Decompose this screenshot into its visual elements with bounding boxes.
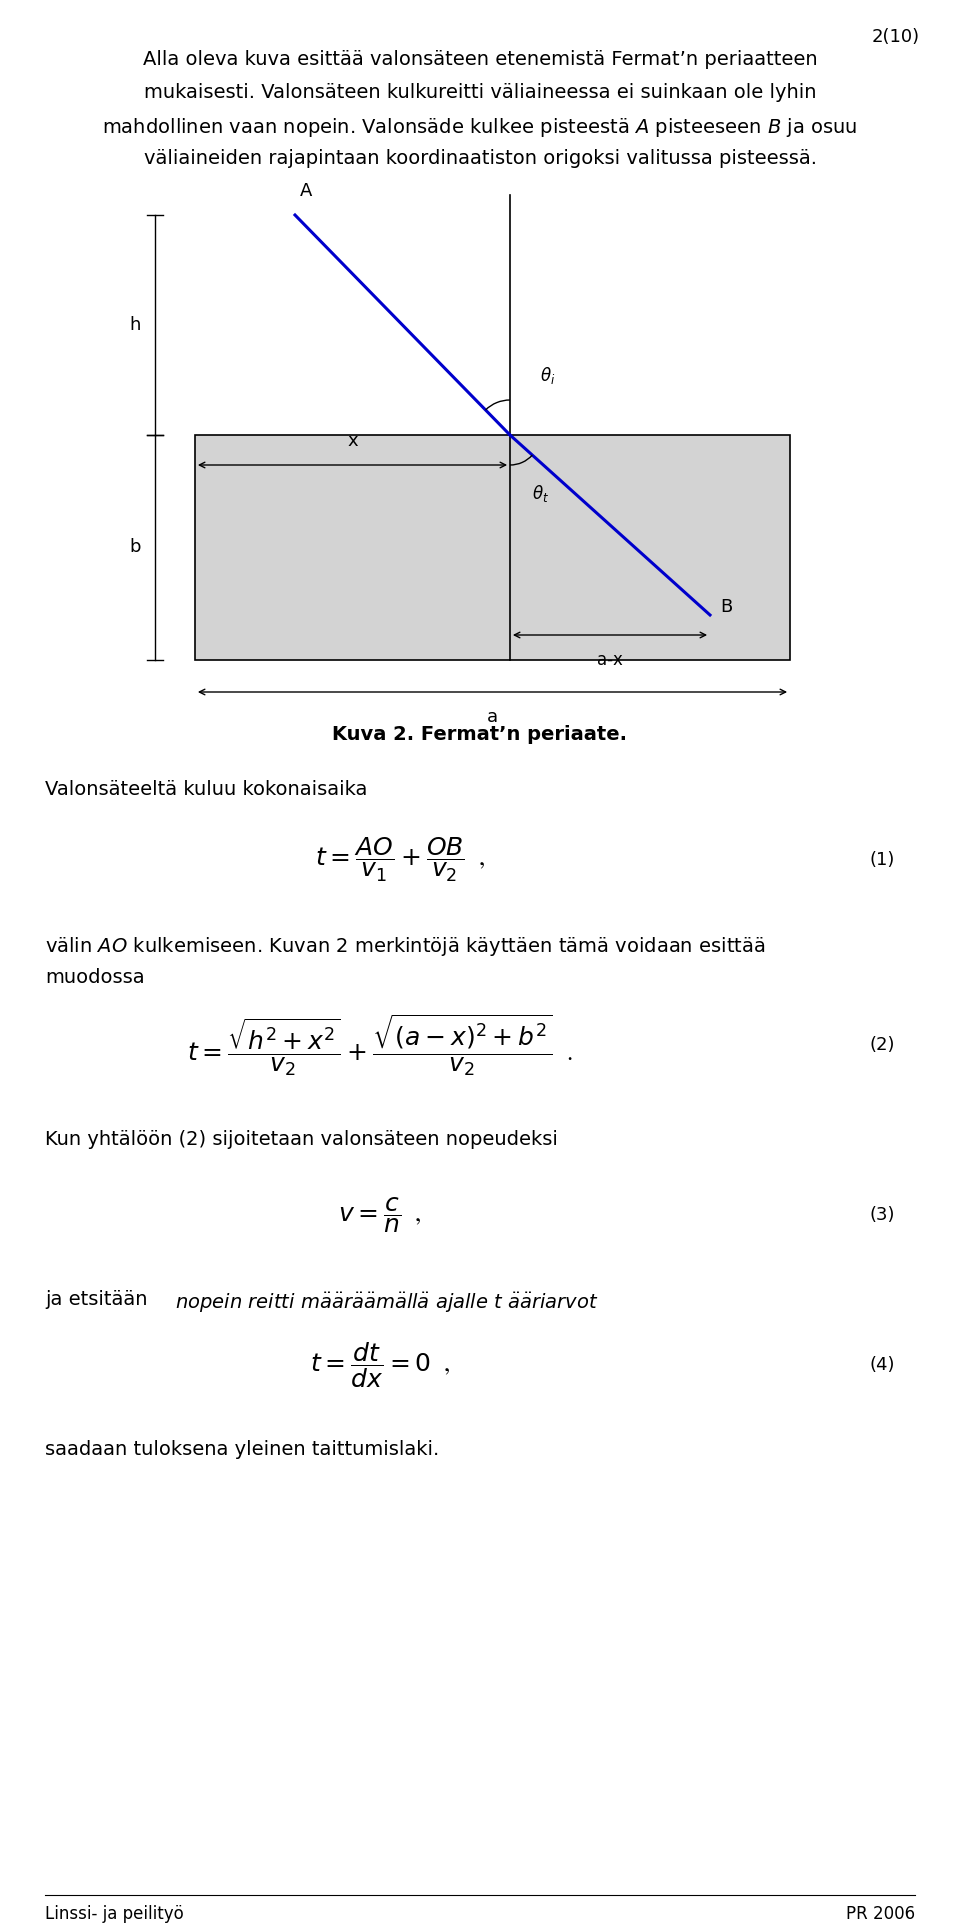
Text: x: x — [348, 431, 358, 450]
Text: (1): (1) — [870, 851, 895, 868]
Text: $\mathit{nopein\ reitti\ m\ddot{a}\ddot{a}r\ddot{a}\ddot{a}m\ddot{a}ll\ddot{a}\ : $\mathit{nopein\ reitti\ m\ddot{a}\ddot{… — [175, 1290, 599, 1315]
Text: välin $AO$ kulkemiseen. Kuvan 2 merkintöjä käyttäen tämä voidaan esittää: välin $AO$ kulkemiseen. Kuvan 2 merkintö… — [45, 936, 765, 959]
Text: Valonsäteeltä kuluu kokonaisaika: Valonsäteeltä kuluu kokonaisaika — [45, 780, 368, 799]
Text: $v = \dfrac{c}{n}$  ,: $v = \dfrac{c}{n}$ , — [338, 1195, 421, 1236]
Text: (2): (2) — [870, 1036, 895, 1055]
Text: muodossa: muodossa — [45, 968, 145, 988]
Text: $\theta_i$: $\theta_i$ — [540, 364, 555, 385]
Text: Kuva 2. Fermat’n periaate.: Kuva 2. Fermat’n periaate. — [332, 726, 628, 743]
Text: A: A — [300, 183, 312, 200]
Text: (4): (4) — [870, 1355, 895, 1374]
Text: PR 2006: PR 2006 — [846, 1906, 915, 1923]
Text: $t = \dfrac{dt}{dx} = 0$  ,: $t = \dfrac{dt}{dx} = 0$ , — [310, 1340, 450, 1390]
Text: väliaineiden rajapintaan koordinaatiston origoksi valitussa pisteessä.: väliaineiden rajapintaan koordinaatiston… — [143, 148, 817, 167]
Text: Alla oleva kuva esittää valonsäteen etenemistä Fermat’n periaatteen: Alla oleva kuva esittää valonsäteen eten… — [143, 50, 817, 69]
Text: b: b — [130, 539, 141, 556]
Text: ja etsitään: ja etsitään — [45, 1290, 154, 1309]
Bar — [195, 435, 790, 660]
Text: a-x: a-x — [597, 651, 623, 670]
Text: mahdollinen vaan nopein. Valonsäde kulkee pisteestä $A$ pisteeseen $B$ ja osuu: mahdollinen vaan nopein. Valonsäde kulke… — [103, 116, 857, 139]
Text: (3): (3) — [870, 1205, 895, 1224]
Text: mukaisesti. Valonsäteen kulkureitti väliaineessa ei suinkaan ole lyhin: mukaisesti. Valonsäteen kulkureitti väli… — [144, 83, 816, 102]
Text: Kun yhtälöön (2) sijoitetaan valonsäteen nopeudeksi: Kun yhtälöön (2) sijoitetaan valonsäteen… — [45, 1130, 558, 1149]
Text: $t = \dfrac{AO}{v_1} + \dfrac{OB}{v_2}$  ,: $t = \dfrac{AO}{v_1} + \dfrac{OB}{v_2}$ … — [315, 835, 485, 884]
Text: $t = \dfrac{\sqrt{h^2 + x^2}}{v_2} + \dfrac{\sqrt{(a-x)^2 + b^2}}{v_2}$  .: $t = \dfrac{\sqrt{h^2 + x^2}}{v_2} + \df… — [187, 1013, 573, 1078]
Text: saadaan tuloksena yleinen taittumislaki.: saadaan tuloksena yleinen taittumislaki. — [45, 1440, 440, 1459]
Text: h: h — [130, 316, 141, 335]
Text: 2(10): 2(10) — [872, 29, 920, 46]
Text: B: B — [720, 599, 732, 616]
Text: $\theta_t$: $\theta_t$ — [532, 483, 549, 504]
Text: a: a — [487, 708, 498, 726]
Text: Linssi- ja peilityö: Linssi- ja peilityö — [45, 1906, 183, 1923]
